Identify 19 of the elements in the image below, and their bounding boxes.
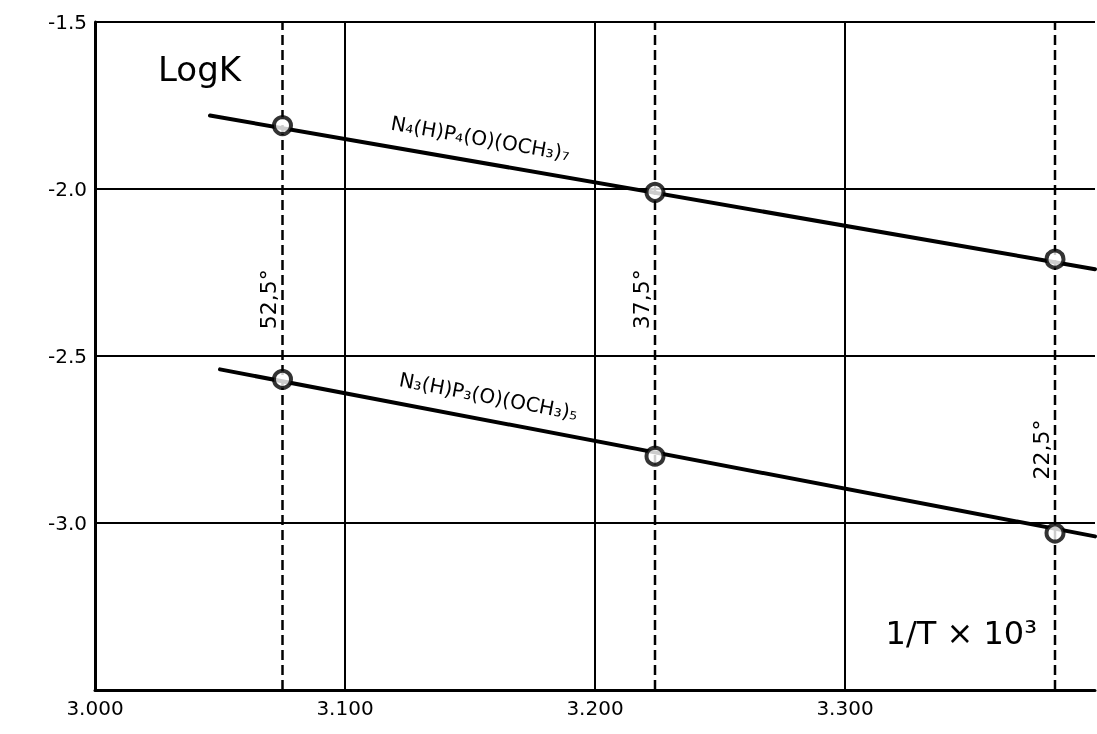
annotation: 52,5°: [256, 269, 281, 330]
y-tick-label: -3.0: [47, 511, 87, 535]
point: [272, 115, 293, 137]
y-tick-label: -2.0: [47, 177, 87, 201]
point: [272, 368, 293, 390]
x-axis-title: 1/T × 10³: [885, 614, 1037, 652]
y-axis-title: LogK: [158, 49, 243, 89]
y-tick-label: -1.5: [47, 10, 87, 34]
x-tick-label: 3.200: [566, 696, 624, 720]
point: [644, 181, 666, 203]
point: [1044, 522, 1066, 544]
point: [1044, 248, 1066, 270]
x-tick-label: 3.000: [66, 696, 124, 720]
x-tick-label: 3.100: [316, 696, 374, 720]
point: [644, 445, 666, 467]
annotation: 22,5°: [1028, 419, 1054, 480]
y-tick-label: -2.5: [47, 344, 87, 368]
annotation: 37,5°: [628, 269, 654, 330]
x-tick-label: 3.300: [816, 696, 874, 720]
